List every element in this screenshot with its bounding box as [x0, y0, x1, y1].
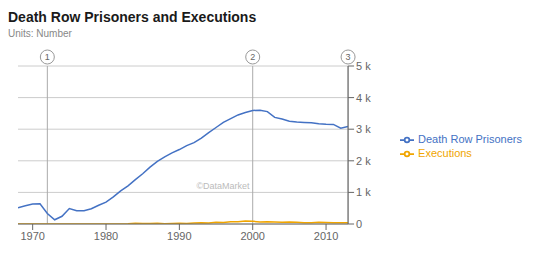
svg-text:3 k: 3 k — [356, 123, 371, 135]
svg-text:1990: 1990 — [167, 230, 191, 242]
svg-text:1970: 1970 — [20, 230, 44, 242]
svg-text:2: 2 — [250, 52, 255, 62]
svg-text:2010: 2010 — [314, 230, 338, 242]
html-text:Death Row Prisoners: Death Row Prisoners — [418, 132, 522, 145]
html-text:Executions: Executions — [418, 147, 472, 159]
html-text:Units: Number: Units: Number — [8, 28, 72, 39]
svg-text:1980: 1980 — [94, 230, 118, 242]
svg-text:0: 0 — [356, 218, 362, 230]
html-text:©DataMarket: ©DataMarket — [196, 181, 250, 191]
svg-text:2000: 2000 — [240, 230, 264, 242]
svg-text:4 k: 4 k — [356, 92, 371, 104]
svg-text:1 k: 1 k — [356, 186, 371, 198]
svg-text:3: 3 — [346, 52, 351, 62]
svg-text:5 k: 5 k — [356, 60, 371, 72]
svg-text:2 k: 2 k — [356, 155, 371, 167]
html-text:Death Row Prisoners and Execut: Death Row Prisoners and Executions — [8, 9, 257, 25]
svg-text:1: 1 — [45, 52, 50, 62]
